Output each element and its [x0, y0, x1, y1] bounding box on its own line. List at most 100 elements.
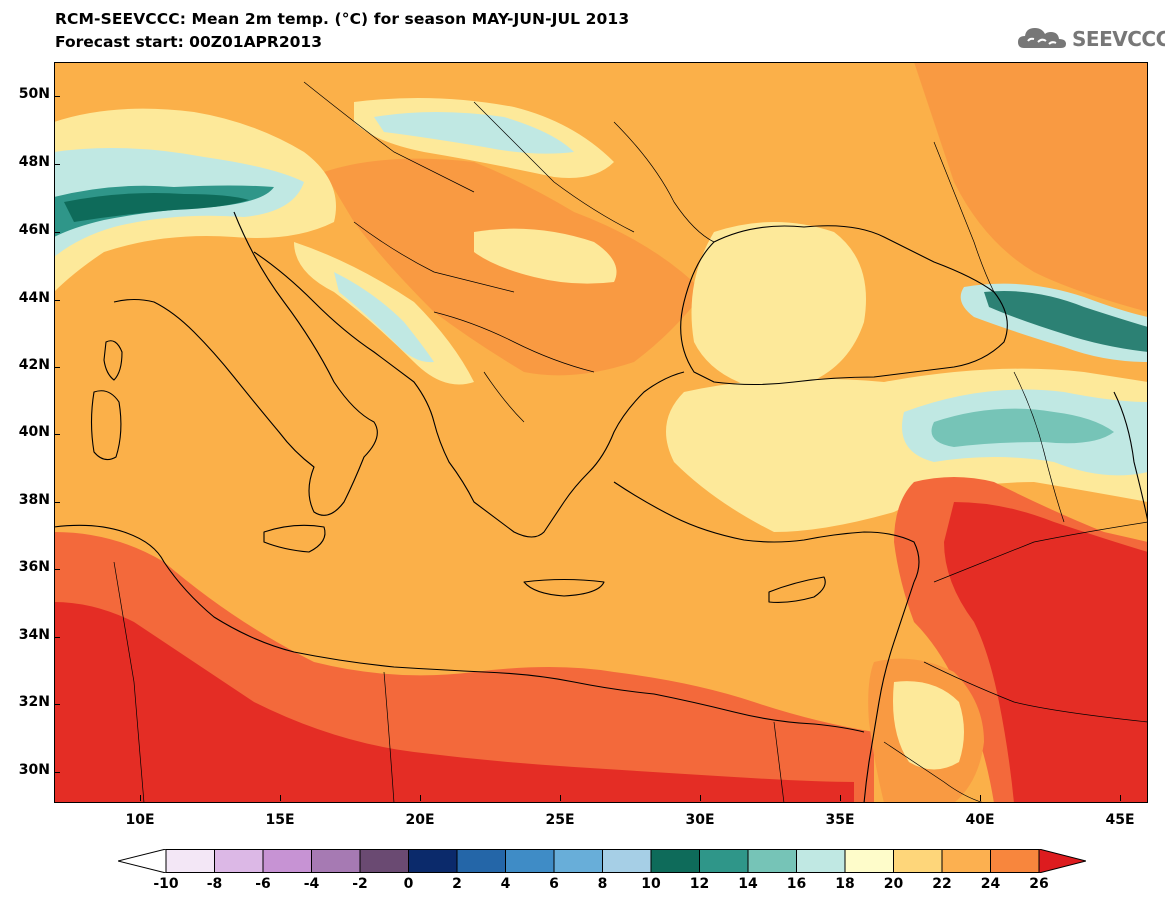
lat-tick: [54, 96, 60, 97]
lat-tick: [54, 300, 60, 301]
colorbar-boxes: [118, 849, 1086, 873]
lon-tick: [980, 795, 981, 801]
bulgaria-cool-region: [474, 228, 617, 284]
ne-warm-region: [914, 62, 1148, 312]
africa-hot-red: [54, 602, 854, 803]
lat-label-46n: 46N: [18, 222, 50, 238]
lat-label-30n: 30N: [18, 762, 50, 778]
colorbar-tick-label: -10: [153, 876, 179, 892]
temperature-field: [54, 62, 1148, 803]
lon-tick: [840, 795, 841, 801]
colorbar-tick-label: 22: [932, 876, 952, 892]
temperature-map: [54, 62, 1148, 803]
lat-label-36n: 36N: [18, 559, 50, 575]
colorbar-box: [165, 849, 215, 873]
lat-tick: [54, 232, 60, 233]
colorbar-over-arrow: [1038, 849, 1086, 873]
colorbar-box: [262, 849, 312, 873]
colorbar-box: [893, 849, 943, 873]
lon-label-35e: 35E: [825, 812, 855, 828]
forecast-start-subtitle: Forecast start: 00Z01APR2013: [55, 33, 322, 51]
temperature-colorbar: [118, 849, 1086, 873]
colorbar-box: [844, 849, 894, 873]
caspian-coastline: [1113, 391, 1148, 523]
lat-label-32n: 32N: [18, 694, 50, 710]
colorbar-tick-label: 14: [738, 876, 758, 892]
lat-label-34n: 34N: [18, 627, 50, 643]
italy-coastline: [113, 211, 378, 516]
lon-label-40e: 40E: [965, 812, 995, 828]
sardinia-coastline: [90, 390, 122, 461]
seevccc-logo: SEEVCCC: [1016, 22, 1165, 54]
colorbar-tick-label: 12: [689, 876, 710, 892]
lon-tick: [420, 795, 421, 801]
colorbar-tick-label: -4: [303, 876, 320, 892]
colorbar-box: [311, 849, 361, 873]
colorbar-tick-label: -8: [206, 876, 223, 892]
colorbar-tick-label: -2: [352, 876, 368, 892]
colorbar-tick-label: 8: [597, 876, 608, 892]
colorbar-box: [408, 849, 458, 873]
levant-coastline: [863, 581, 915, 803]
cloud-logo-icon: [1018, 28, 1066, 48]
map-title: RCM-SEEVCCC: Mean 2m temp. (°C) for seas…: [55, 10, 630, 28]
colorbar-tick-label: 26: [1029, 876, 1049, 892]
colorbar-tick-label: 2: [452, 876, 462, 892]
anatolia-cold-core: [931, 408, 1114, 447]
sicily-coastline: [263, 524, 326, 553]
north-africa-coastline: [54, 524, 865, 733]
lat-tick: [54, 164, 60, 165]
corsica-coastline: [103, 340, 123, 381]
colorbar-box: [650, 849, 700, 873]
lon-label-25e: 25E: [545, 812, 575, 828]
colorbar-tick-label: 20: [883, 876, 904, 892]
colorbar-box: [505, 849, 555, 873]
black-sea-cool-region: [691, 222, 866, 392]
lat-label-38n: 38N: [18, 492, 50, 508]
lon-label-15e: 15E: [265, 812, 295, 828]
crete-coastline: [523, 578, 605, 597]
colorbar-box: [699, 849, 749, 873]
lon-tick: [140, 795, 141, 801]
turkey-south-coastline: [613, 481, 920, 583]
lat-tick: [54, 569, 60, 570]
colorbar-box: [359, 849, 409, 873]
colorbar-box: [747, 849, 797, 873]
lon-label-10e: 10E: [125, 812, 155, 828]
lat-label-40n: 40N: [18, 424, 50, 440]
colorbar-box: [553, 849, 603, 873]
colorbar-box: [214, 849, 264, 873]
cyprus-coastline: [768, 576, 826, 603]
colorbar-tick-label: 10: [641, 876, 661, 892]
lon-tick: [700, 795, 701, 801]
logo-text: SEEVCCC: [1072, 27, 1165, 51]
colorbar-tick-label: 16: [786, 876, 807, 892]
carpathian-cold-region: [374, 112, 574, 154]
adriatic-coastline: [253, 251, 685, 538]
lat-tick: [54, 637, 60, 638]
colorbar-tick-label: 0: [403, 876, 414, 892]
colorbar-box: [941, 849, 991, 873]
lat-tick: [54, 772, 60, 773]
lat-tick: [54, 704, 60, 705]
colorbar-tick-label: 24: [980, 876, 1001, 892]
lon-label-30e: 30E: [685, 812, 715, 828]
lon-tick: [280, 795, 281, 801]
balkan-cold-region: [334, 272, 434, 363]
colorbar-box: [990, 849, 1040, 873]
colorbar-labels: -10 -8 -6 -4 -2 0 2 4 6 8 10 12 14 16 18 20 22 24 26: [0, 876, 1165, 896]
colorbar-tick-label: 4: [500, 876, 511, 892]
jordan-cool-patch: [893, 681, 964, 770]
black-sea-coastline: [680, 225, 1008, 386]
lat-label-42n: 42N: [18, 357, 50, 373]
levant-hot-red: [944, 502, 1148, 803]
colorbar-box: [456, 849, 506, 873]
lon-tick: [560, 795, 561, 801]
alps-coldest-core: [64, 193, 249, 222]
lat-label-50n: 50N: [18, 86, 50, 102]
lon-label-20e: 20E: [405, 812, 435, 828]
lon-label-45e: 45E: [1105, 812, 1135, 828]
lat-label-44n: 44N: [18, 290, 50, 306]
borders-layer: [113, 81, 1148, 803]
lat-tick: [54, 434, 60, 435]
